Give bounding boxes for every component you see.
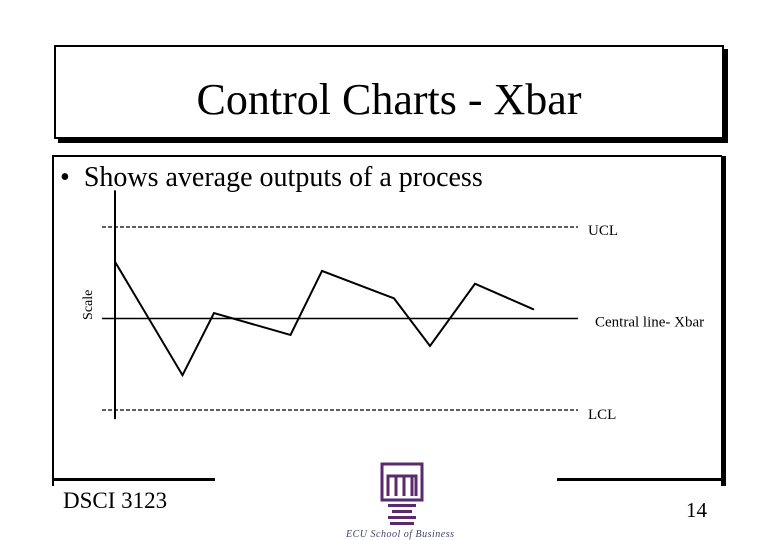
- bullet-text: Shows average outputs of a process: [83, 162, 483, 193]
- data-point: [114, 260, 116, 263]
- title-box: Control Charts - Xbar: [54, 45, 724, 139]
- series-group: [114, 260, 535, 378]
- data-point: [429, 345, 431, 347]
- bullet-icon: •: [60, 162, 70, 193]
- frame-top-border: [52, 155, 722, 157]
- y-axis-label: Scale: [81, 290, 96, 320]
- data-point: [393, 297, 395, 300]
- data-point: [474, 282, 476, 285]
- data-point: [289, 334, 292, 336]
- bullet-point: • Shows average outputs of a process: [60, 162, 483, 194]
- lcl-label: LCL: [588, 407, 616, 423]
- content-frame: [52, 156, 723, 486]
- page-number: 14: [686, 498, 707, 522]
- logo-caption: ECU School of Business: [346, 529, 455, 540]
- data-point: [321, 270, 323, 272]
- data-point: [213, 312, 215, 314]
- slide-title: Control Charts - Xbar: [196, 74, 582, 124]
- data-point: [532, 308, 535, 311]
- data-point: [181, 374, 184, 377]
- ucl-label: UCL: [588, 223, 618, 239]
- frame-bottom-right-border: [557, 478, 722, 481]
- frame-bottom-left-border: [52, 478, 215, 481]
- central-line-label: Central line- Xbar: [595, 315, 704, 331]
- university-logo: [380, 462, 424, 525]
- course-code: DSCI 3123: [63, 488, 168, 513]
